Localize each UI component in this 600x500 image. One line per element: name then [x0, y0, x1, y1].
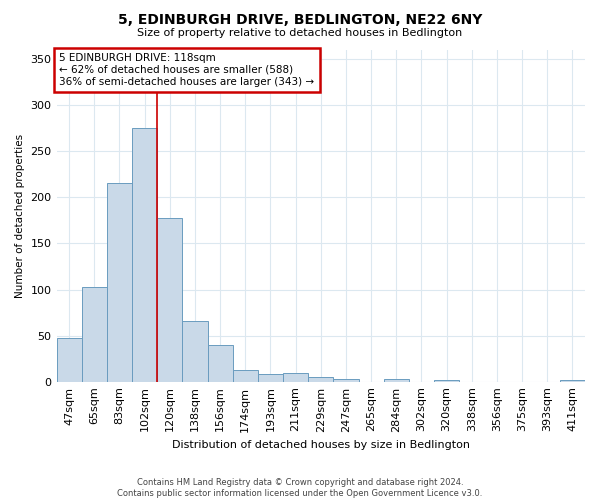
Bar	[182, 321, 208, 382]
Text: Size of property relative to detached houses in Bedlington: Size of property relative to detached ho…	[137, 28, 463, 38]
Bar	[208, 345, 233, 382]
Text: 5, EDINBURGH DRIVE, BEDLINGTON, NE22 6NY: 5, EDINBURGH DRIVE, BEDLINGTON, NE22 6NY	[118, 12, 482, 26]
Y-axis label: Number of detached properties: Number of detached properties	[15, 134, 25, 298]
X-axis label: Distribution of detached houses by size in Bedlington: Distribution of detached houses by size …	[172, 440, 470, 450]
Bar	[82, 287, 107, 382]
Bar	[132, 128, 157, 382]
Text: 5 EDINBURGH DRIVE: 118sqm
← 62% of detached houses are smaller (588)
36% of semi: 5 EDINBURGH DRIVE: 118sqm ← 62% of detac…	[59, 54, 314, 86]
Text: Contains HM Land Registry data © Crown copyright and database right 2024.
Contai: Contains HM Land Registry data © Crown c…	[118, 478, 482, 498]
Bar	[233, 370, 258, 382]
Bar	[560, 380, 585, 382]
Bar	[434, 380, 459, 382]
Bar	[157, 218, 182, 382]
Bar	[383, 379, 409, 382]
Bar	[308, 377, 334, 382]
Bar	[258, 374, 283, 382]
Bar	[107, 182, 132, 382]
Bar	[56, 338, 82, 382]
Bar	[334, 379, 359, 382]
Bar	[283, 374, 308, 382]
